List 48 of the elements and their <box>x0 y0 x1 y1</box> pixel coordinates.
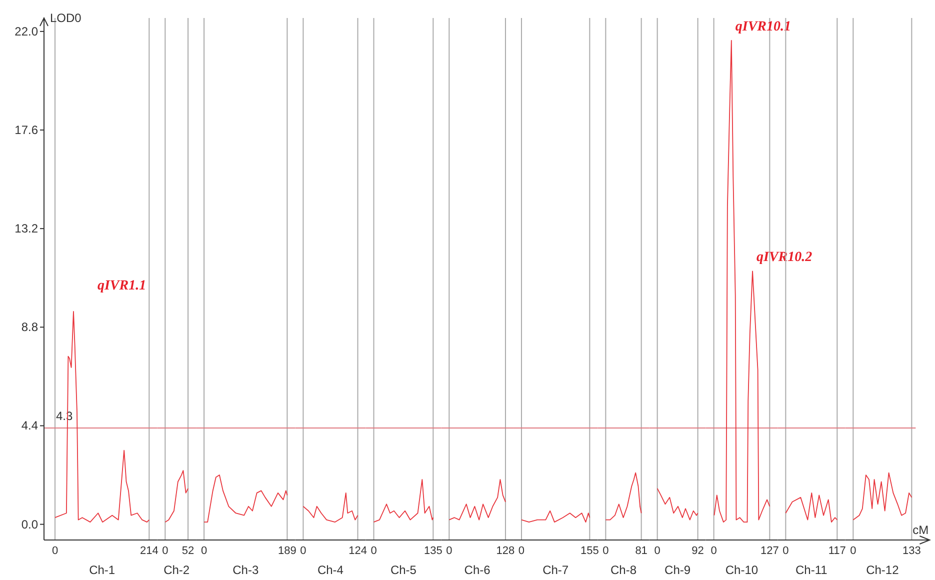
y-tick-label: 0.0 <box>21 517 38 532</box>
y-tick-label: 4.4 <box>21 418 38 433</box>
x-tick-label: 189 <box>278 545 296 557</box>
x-tick-label: 0 <box>654 545 660 557</box>
x-tick-label: 133 <box>902 545 921 557</box>
x-axis-title: Ch-3 <box>232 563 259 577</box>
y-tick-label: 8.8 <box>21 320 38 334</box>
x-axis-title: Ch-10 <box>725 563 758 577</box>
x-axis-title: Ch-7 <box>542 563 569 577</box>
y-axis-title: LOD0 <box>50 11 82 25</box>
x-tick-label: 81 <box>635 545 648 557</box>
x-tick-label: 124 <box>348 545 367 557</box>
x-tick-label: 0 <box>162 545 168 557</box>
x-tick-label: 0 <box>518 545 525 557</box>
x-tick-label: 135 <box>424 545 442 557</box>
x-axis-title: Ch-4 <box>317 563 344 577</box>
x-tick-label: 92 <box>692 545 704 557</box>
text: cM <box>912 523 929 537</box>
x-tick-label: 214 <box>140 545 158 557</box>
x-tick-label: 0 <box>200 545 208 557</box>
x-axis-title: Ch-9 <box>664 563 691 577</box>
x-tick-label: 127 <box>760 545 779 557</box>
annotation: qIVR10.1 <box>735 19 792 34</box>
annotation: qIVR1.1 <box>97 278 146 294</box>
annotation: qIVR10.2 <box>756 250 812 266</box>
x-tick-label: 0 <box>782 545 789 557</box>
x-axis-title: Ch-2 <box>164 563 190 577</box>
x-tick-label: 0 <box>370 545 377 557</box>
x-tick-label: 0 <box>446 545 452 557</box>
x-tick-label: 52 <box>182 545 194 557</box>
x-axis-title: Ch-12 <box>866 563 900 577</box>
x-tick-label: 0 <box>602 545 609 557</box>
x-axis-title: Ch-8 <box>610 563 637 577</box>
x-axis-title: Ch-1 <box>89 563 116 577</box>
x-tick-label: 0 <box>850 545 856 557</box>
x-tick-label: 0 <box>710 545 717 557</box>
y-tick-label: 17.6 <box>14 123 38 138</box>
x-tick-label: 155 <box>580 545 599 557</box>
x-axis-title: Ch-6 <box>464 563 491 577</box>
line-series <box>54 311 150 523</box>
x-axis-title: Ch-5 <box>390 563 417 577</box>
x-tick-label: 0 <box>52 545 58 557</box>
x-tick-label: 117 <box>828 545 846 557</box>
x-axis-title: Ch-11 <box>796 563 828 577</box>
y-tick-label: 22.0 <box>14 24 38 38</box>
y-tick-label: 13.2 <box>14 222 38 236</box>
x-tick-label: 128 <box>496 545 515 557</box>
x-tick-label: 0 <box>300 545 306 557</box>
